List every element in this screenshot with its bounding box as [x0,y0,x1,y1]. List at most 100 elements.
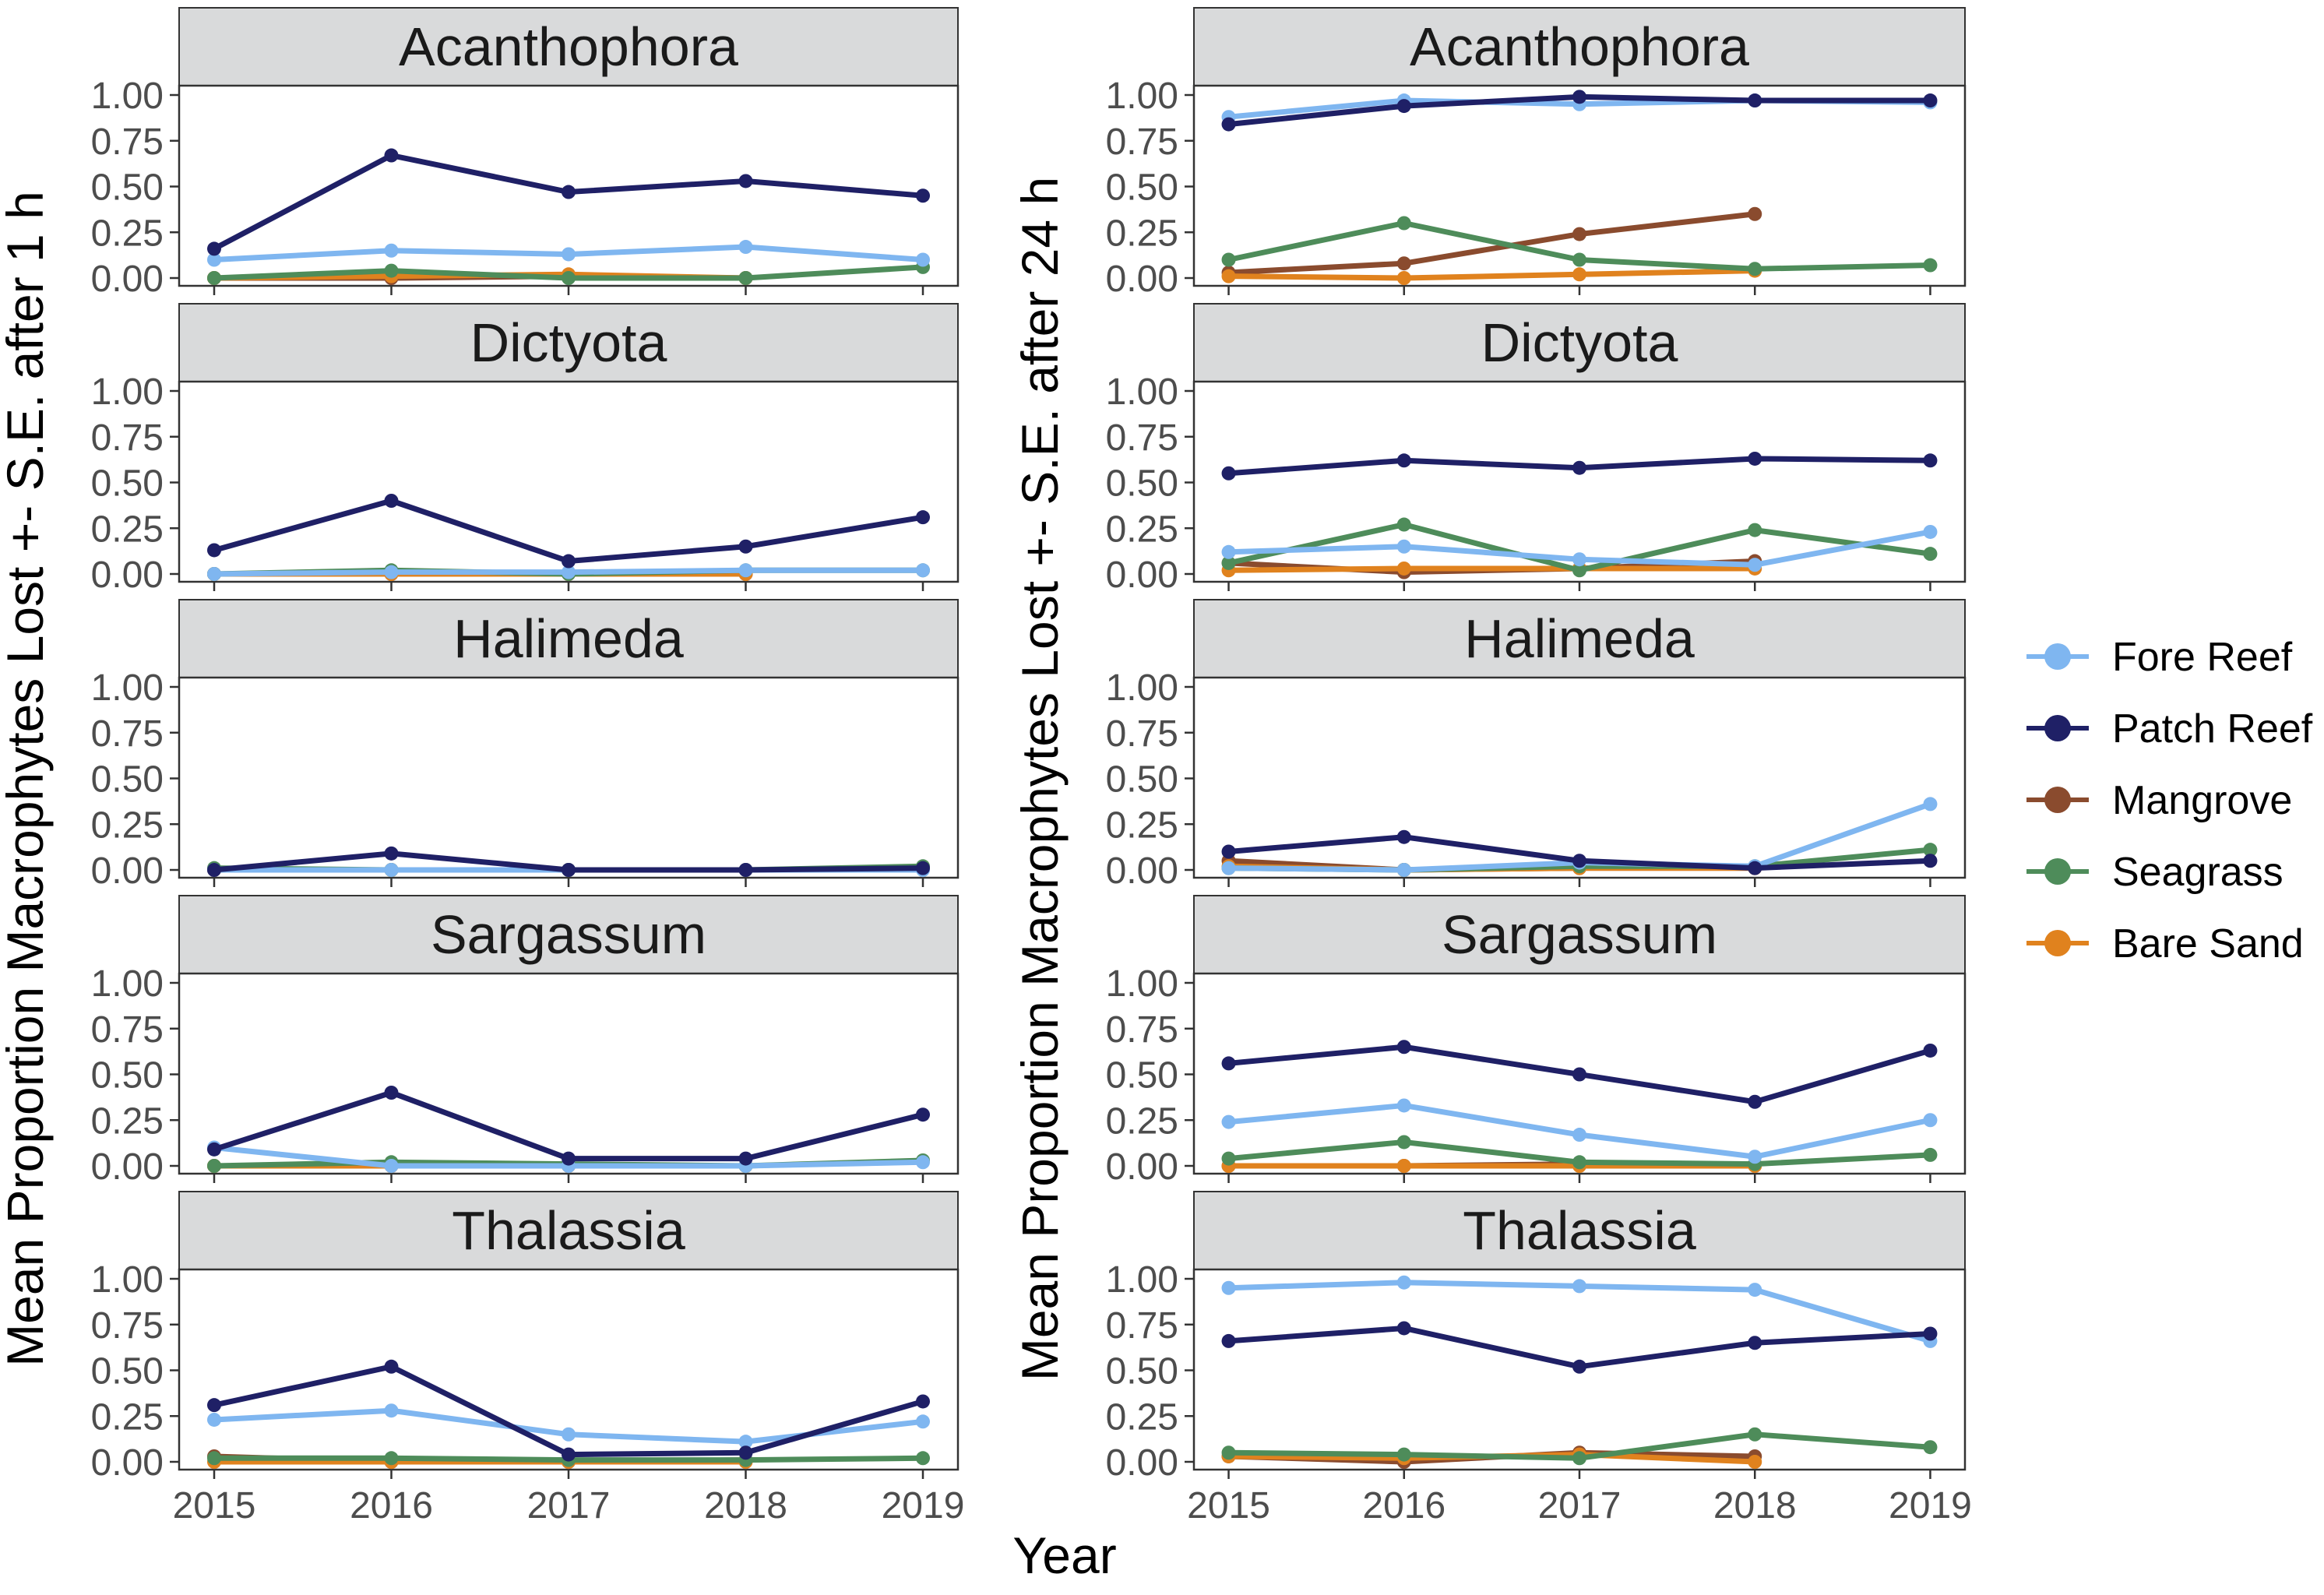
data-point-patch-reef [916,1394,930,1409]
data-point-patch-reef [562,185,576,199]
data-point-fore-reef [384,243,399,258]
data-point-seagrass [1396,517,1411,532]
data-point-patch-reef [1572,854,1586,868]
data-point-patch-reef [1396,1321,1411,1336]
data-point-patch-reef [1923,453,1938,468]
y-tick-label: 0.50 [1106,167,1178,209]
data-point-seagrass [1923,1440,1938,1455]
y-tick-label: 0.25 [91,1100,164,1142]
panel-thalassia-24h: Thalassia 0.000.250.500.751.00 2015 2016 201… [1106,1191,1972,1526]
y-tick-label: 0.25 [91,805,164,846]
data-point-patch-reef [1748,93,1762,108]
panel-halimeda-1h: Halimeda 0.000.250.500.751.00 [91,599,960,892]
data-point-patch-reef [916,188,930,203]
y-tick-label: 0.75 [91,417,164,459]
y-tick-label: 0.25 [1106,509,1178,550]
panel-thalassia-1h: Thalassia 0.000.250.500.751.00 2015 2016 201… [91,1191,965,1526]
y-tick-label: 0.50 [91,1351,164,1393]
data-point-seagrass [1221,555,1236,570]
data-point-patch-reef [1748,451,1762,466]
series-line-bare-sand [1226,565,1758,573]
data-point-fore-reef [916,1155,930,1170]
data-point-fore-reef [384,1403,399,1418]
data-point-patch-reef [738,1151,753,1166]
y-tick-label: 0.00 [91,555,164,596]
panel-sargassum-24h: Sargassum 0.000.250.500.751.00 [1106,895,1967,1188]
data-point-fore-reef [1396,1275,1411,1290]
data-point-fore-reef [1572,1279,1586,1294]
data-point-fore-reef [1396,1098,1411,1113]
y-tick-label: 0.50 [1106,1055,1178,1097]
data-point-patch-reef [562,1151,576,1166]
legend-key-marker [2044,787,2071,813]
y-tick-label: 1.00 [91,76,164,117]
data-point-seagrass [1748,523,1762,537]
x-axis-title: Year [1012,1526,1116,1584]
legend-label: Fore Reef [2112,635,2293,680]
data-point-fore-reef [1572,552,1586,567]
plot-area [1192,676,1967,879]
x-tick-label: 2019 [1889,1485,1972,1526]
y-tick-label: 0.00 [1106,1146,1178,1188]
data-point-patch-reef [1923,854,1938,868]
x-tick-label: 2015 [173,1485,256,1526]
x-tick-label: 2017 [527,1485,611,1526]
data-point-patch-reef [1572,1067,1586,1082]
facet-title: Acanthophora [399,16,738,77]
data-point-fore-reef [1221,544,1236,559]
y-tick-label: 1.00 [1106,76,1178,117]
panel-dictyota-24h: Dictyota 0.00 0.250.500.751.00 [1106,303,1967,596]
x-tick-label: 2019 [882,1485,965,1526]
y-tick-label: 0.50 [1106,1351,1178,1393]
x-tick-label: 2018 [1713,1485,1797,1526]
y-tick-label: 0.75 [1106,121,1178,163]
y-tick-label: 0.00 [91,1146,164,1188]
facet-title: Thalassia [452,1200,685,1261]
facet-strip [1193,303,1966,382]
data-point-patch-reef [1221,117,1236,132]
data-point-fore-reef [1748,1150,1762,1164]
y-axis-title-right: Mean Proportion Macrophytes Lost +- S.E.… [1011,177,1069,1381]
data-point-mangrove [1396,256,1411,271]
legend-key-marker [2044,715,2071,741]
data-point-patch-reef [738,174,753,188]
data-point-seagrass [1572,1155,1586,1170]
facet-title: Acanthophora [1410,16,1749,77]
data-point-seagrass [738,271,753,285]
data-point-patch-reef [562,554,576,569]
legend-key-marker [2044,858,2071,885]
data-point-seagrass [1923,1147,1938,1162]
data-point-fore-reef [384,1159,399,1173]
y-tick-label: 0.50 [91,759,164,801]
data-point-fore-reef [384,863,399,877]
facet-strip [1193,7,1966,86]
chart-panels: Acanthophora0.000.250.500.751.00Dictyota… [91,7,1972,1526]
data-point-patch-reef [916,1107,930,1122]
y-tick-label: 0.25 [1106,213,1178,254]
panel-acanthophora-1h: Acanthophora 0.00 0.250.500.751.00 [91,7,960,300]
y-tick-label: 1.00 [1106,667,1178,709]
data-point-seagrass [1396,216,1411,231]
data-point-fore-reef [916,252,930,267]
data-point-patch-reef [562,863,576,877]
data-point-fore-reef [1396,863,1411,877]
data-point-bare-sand [1396,561,1411,576]
data-point-patch-reef [1221,844,1236,859]
data-point-patch-reef [1572,90,1586,104]
y-tick-label: 0.00 [1106,555,1178,596]
legend-label: Bare Sand [2112,921,2304,967]
facet-strip [1193,895,1966,974]
y-tick-label: 0.25 [91,509,164,550]
data-point-patch-reef [1748,1094,1762,1109]
data-point-fore-reef [562,247,576,262]
data-point-patch-reef [207,241,221,256]
data-point-fore-reef [738,563,753,578]
facet-title: Thalassia [1463,1200,1696,1261]
y-tick-label: 0.75 [91,121,164,163]
legend: Fore Reef Patch Reef Mangrove Seagrass Bare … [2026,635,2313,967]
data-point-fore-reef [1221,861,1236,875]
legend-item-seagrass: Seagrass [2026,850,2284,895]
panel-sargassum-1h: Sargassum 0.000.250.500.751.00 [91,895,960,1188]
x-tick-label: 2017 [1538,1485,1622,1526]
data-point-patch-reef [1572,460,1586,475]
